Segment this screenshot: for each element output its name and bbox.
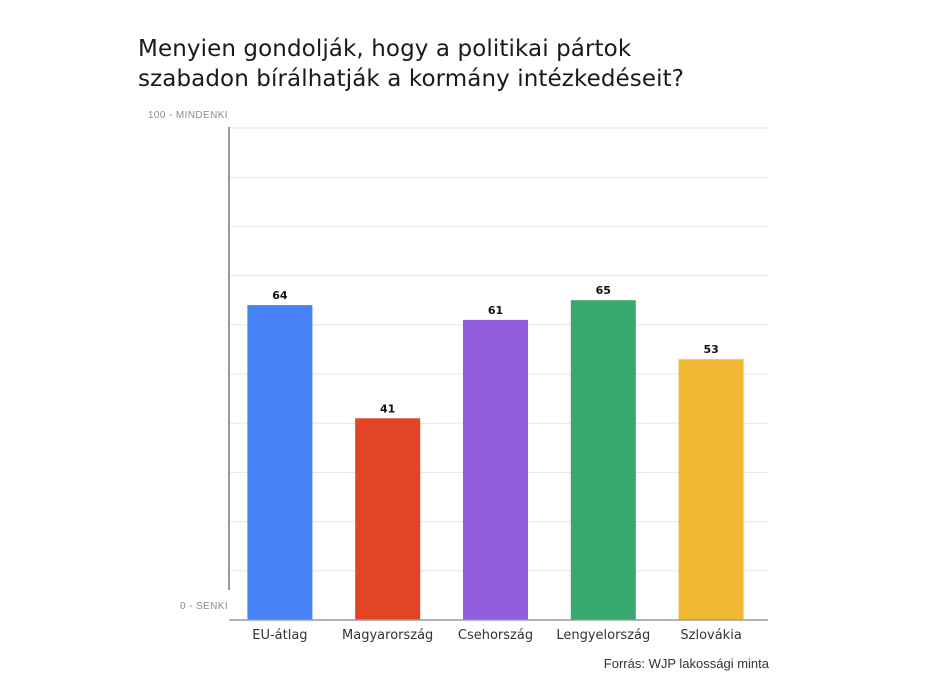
bar-value-label: 41 <box>380 402 395 415</box>
source-note: Forrás: WJP lakossági minta <box>603 656 769 671</box>
x-tick-label: Lengyelország <box>556 628 650 643</box>
chart-title-line-1: Menyien gondolják, hogy a politikai párt… <box>138 36 632 62</box>
bar-value-label: 61 <box>488 304 503 317</box>
x-tick-label: Csehország <box>458 628 533 643</box>
bar-value-label: 53 <box>703 343 718 356</box>
x-tick-labels: EU-átlag Magyarország Csehország Lengyelors… <box>252 628 742 643</box>
bar <box>463 319 528 620</box>
x-tick-label: Magyarország <box>342 628 433 643</box>
bar-value-label: 64 <box>272 289 288 302</box>
bar <box>247 305 313 620</box>
y-tick-label-top: 100 - MINDENKI <box>148 110 228 121</box>
x-tick-label: EU-átlag <box>252 628 307 643</box>
bar <box>678 359 744 620</box>
chart-title-line-2: szabadon bírálhatják a kormány intézkedé… <box>138 66 685 92</box>
bar-value-label: 65 <box>596 284 611 297</box>
bar <box>570 300 636 620</box>
bars: 64 41 61 65 53 <box>247 284 744 620</box>
bar <box>355 418 421 620</box>
chart-title: Menyien gondolják, hogy a politikai párt… <box>138 34 838 94</box>
x-tick-label: Szlovákia <box>680 628 741 643</box>
y-tick-label-bottom: 0 - SENKI <box>180 601 228 612</box>
